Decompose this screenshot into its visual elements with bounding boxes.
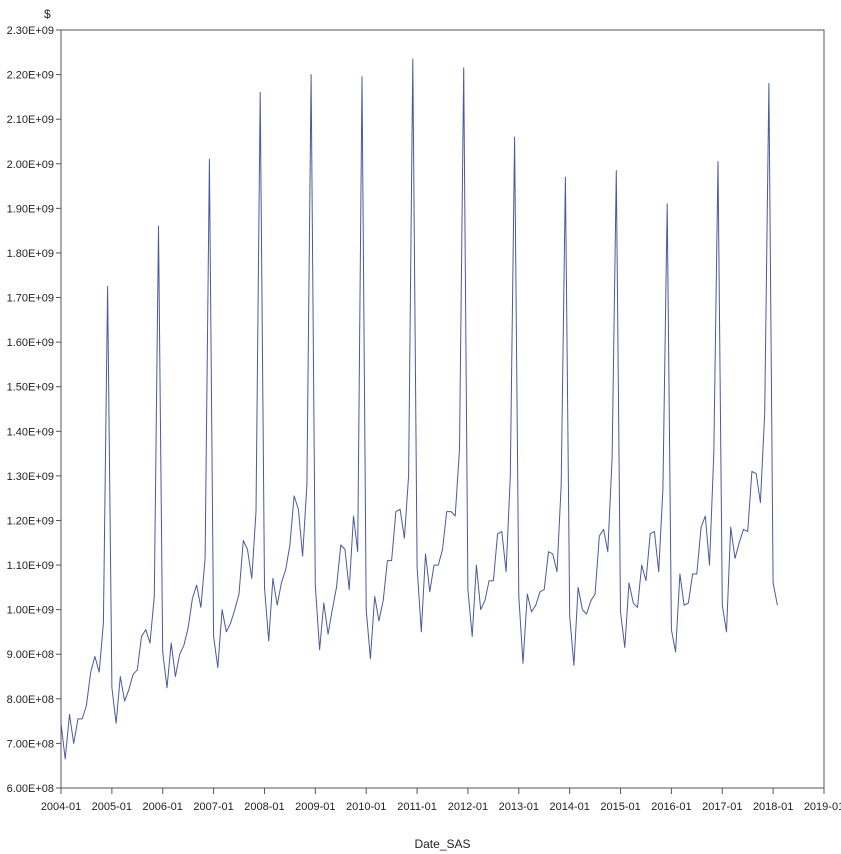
y-tick-label: 1.70E+09: [7, 293, 54, 305]
x-tick-label: 2009-01: [295, 801, 335, 813]
x-tick-label: 2015-01: [600, 801, 640, 813]
y-tick-label: 2.00E+09: [7, 159, 54, 171]
x-tick-label: 2014-01: [549, 801, 589, 813]
y-tick-label: 1.60E+09: [7, 337, 54, 349]
x-axis: 2004-01 2005-01 2006-01 2007-01 2008-01 2009-…: [41, 788, 841, 813]
y-tick-label: 6.00E+08: [7, 783, 54, 795]
y-tick-label: 1.20E+09: [7, 515, 54, 527]
y-tick-label: 1.00E+09: [7, 605, 54, 617]
y-tick-label: 1.50E+09: [7, 382, 54, 394]
x-tick-label: 2004-01: [41, 801, 81, 813]
series-group: [60, 58, 778, 760]
x-tick-label: 2010-01: [346, 801, 386, 813]
y-tick-label: 7.00E+08: [7, 738, 54, 750]
y-tick-label: 1.80E+09: [7, 248, 54, 260]
y-tick-label: 2.10E+09: [7, 114, 54, 126]
x-tick-label: 2016-01: [651, 801, 691, 813]
y-tick-label: 1.40E+09: [7, 426, 54, 438]
y-tick-label: 2.30E+09: [7, 25, 54, 37]
x-tick-label: 2007-01: [193, 801, 233, 813]
y-tick-label: 2.20E+09: [7, 70, 54, 82]
y-axis: 6.00E+08 7.00E+08 8.00E+08 9.00E+08 1.00E+09…: [7, 25, 61, 795]
x-tick-label: 2017-01: [702, 801, 742, 813]
y-tick-label: 8.00E+08: [7, 694, 54, 706]
x-tick-label: 2012-01: [448, 801, 488, 813]
x-tick-label: 2006-01: [143, 801, 183, 813]
y-tick-label: 1.30E+09: [7, 471, 54, 483]
x-axis-title: Date_SAS: [414, 837, 470, 851]
x-tick-label: 2013-01: [499, 801, 539, 813]
plot-frame: [60, 29, 825, 789]
y-tick-label: 1.90E+09: [7, 203, 54, 215]
x-tick-label: 2008-01: [244, 801, 284, 813]
y-tick-label: 1.10E+09: [7, 560, 54, 572]
x-tick-label: 2019-01: [804, 801, 841, 813]
plot-area-border: [60, 29, 825, 789]
series-line: [60, 58, 778, 760]
y-axis-title: $: [44, 7, 51, 21]
x-tick-label: 2011-01: [397, 801, 437, 813]
x-tick-label: 2005-01: [92, 801, 132, 813]
y-tick-label: 9.00E+08: [7, 649, 54, 661]
x-tick-label: 2018-01: [753, 801, 793, 813]
